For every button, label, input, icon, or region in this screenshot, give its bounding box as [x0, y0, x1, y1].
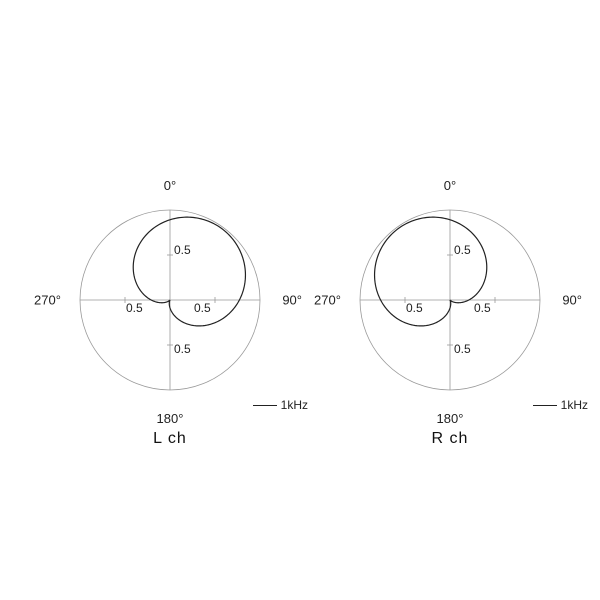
radial-label-top: 0.5	[174, 243, 191, 257]
radial-label-bottom: 0.5	[174, 342, 191, 356]
radial-label-left: 0.5	[126, 301, 143, 315]
legend-left: 1kHz	[253, 398, 308, 412]
angle-label-right: 90°	[282, 293, 302, 308]
angle-label-top: 0°	[164, 178, 176, 193]
angle-label-bottom: 180°	[157, 411, 184, 426]
legend-label: 1kHz	[561, 398, 588, 412]
polar-panel-left: 0° 90° 180° 270° 0.5 0.5 0.5 0.5 1kHz L …	[40, 170, 300, 430]
legend-line-icon	[533, 405, 557, 406]
legend-label: 1kHz	[281, 398, 308, 412]
radial-label-bottom: 0.5	[454, 342, 471, 356]
angle-label-bottom: 180°	[437, 411, 464, 426]
radial-label-top: 0.5	[454, 243, 471, 257]
angle-label-left: 270°	[314, 293, 341, 308]
angle-label-right: 90°	[562, 293, 582, 308]
angle-label-top: 0°	[444, 178, 456, 193]
legend-right: 1kHz	[533, 398, 588, 412]
radial-label-left: 0.5	[406, 301, 423, 315]
polar-plot-left	[40, 170, 300, 430]
legend-line-icon	[253, 405, 277, 406]
radial-label-right: 0.5	[194, 301, 211, 315]
panel-caption-left: L ch	[153, 430, 187, 448]
panel-caption-right: R ch	[432, 430, 469, 448]
polar-plot-right	[320, 170, 580, 430]
angle-label-left: 270°	[34, 293, 61, 308]
radial-label-right: 0.5	[474, 301, 491, 315]
polar-panel-right: 0° 90° 180° 270° 0.5 0.5 0.5 0.5 1kHz R …	[320, 170, 580, 430]
stage: 0° 90° 180° 270° 0.5 0.5 0.5 0.5 1kHz L …	[0, 0, 600, 600]
